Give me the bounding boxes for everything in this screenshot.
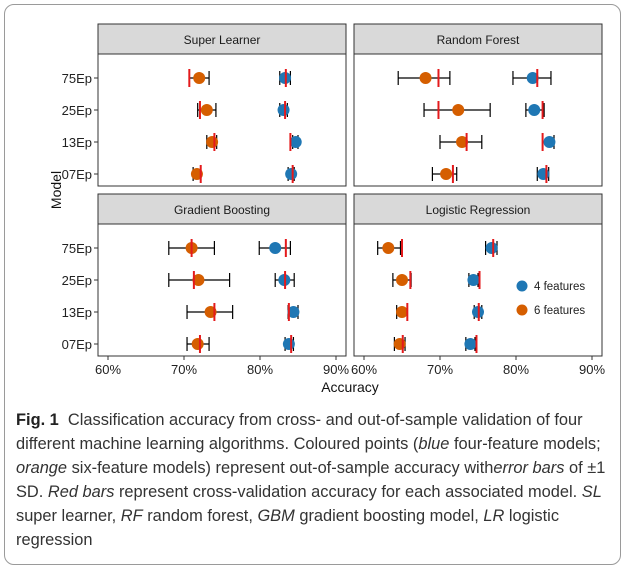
panel-random-forest: Random Forest: [353, 23, 603, 187]
panel-plot-area: [97, 53, 347, 187]
panel-strip: [97, 23, 347, 55]
caption-body: Classification accuracy from cross- and …: [16, 411, 605, 549]
caption-text: six-feature models) represent out-of-sam…: [67, 459, 494, 477]
y-tick-label: 07Ep: [62, 337, 92, 352]
point-4-features: [526, 72, 539, 84]
caption-italic-text: error bars: [493, 459, 565, 477]
point-4-features: [537, 168, 550, 180]
figure-caption: Fig. 1 Classification accuracy from cros…: [16, 408, 612, 552]
point-4-features: [464, 338, 477, 350]
x-tick-label: 60%: [351, 362, 377, 377]
caption-italic-text: orange: [16, 459, 68, 477]
caption-text: represent cross-validation accuracy for …: [114, 483, 582, 501]
panel-title: Random Forest: [437, 33, 520, 47]
panel-title: Super Learner: [184, 33, 261, 47]
point-4-features: [282, 338, 295, 350]
point-6-features: [191, 338, 204, 350]
x-tick-label: 90%: [579, 362, 605, 377]
faceted-dot-plot: Super Learner 75Ep 25Ep 13Ep 07Ep Random Fore…: [48, 23, 605, 395]
caption-text: four-feature models;: [449, 435, 601, 453]
panel-logistic-regression: Logistic Regression 60% 70% 80% 90%: [351, 193, 605, 377]
y-tick-label: 25Ep: [62, 273, 92, 288]
panel-strip: [353, 193, 603, 225]
point-4-features: [277, 104, 290, 116]
caption-italic-text: RF: [120, 507, 143, 525]
legend-swatch: [516, 280, 528, 292]
x-tick-label: 80%: [503, 362, 529, 377]
point-4-features: [485, 242, 498, 254]
point-6-features: [393, 338, 406, 350]
y-axis-title: Model: [48, 171, 64, 209]
point-4-features: [528, 104, 541, 116]
x-tick-label: 90%: [323, 362, 349, 377]
panel-title: Gradient Boosting: [174, 203, 270, 217]
point-6-features: [382, 242, 395, 254]
panel-plot-area: [353, 53, 603, 187]
legend-label: 6 features: [534, 305, 585, 317]
y-tick-label: 13Ep: [62, 135, 92, 150]
panel-title: Logistic Regression: [426, 203, 531, 217]
point-4-features: [287, 306, 300, 318]
point-4-features: [269, 242, 282, 254]
point-6-features: [200, 104, 213, 116]
point-6-features: [396, 306, 408, 318]
caption-text: gradient boosting model,: [294, 507, 484, 525]
x-tick-label: 60%: [95, 362, 121, 377]
caption-italic-text: Red bars: [47, 483, 115, 501]
point-6-features: [192, 274, 205, 286]
caption-italic-text: GBM: [257, 507, 295, 525]
x-tick-label: 70%: [427, 362, 453, 377]
legend-swatch: [516, 304, 528, 316]
caption-text: of ±1 SD.: [16, 459, 606, 501]
y-tick-label: 13Ep: [62, 305, 92, 320]
panel-super-learner: Super Learner 75Ep 25Ep 13Ep 07Ep: [62, 23, 347, 187]
panel-plot-area: [97, 223, 347, 357]
point-4-features: [543, 136, 556, 148]
y-tick-label: 75Ep: [62, 241, 92, 256]
caption-italic-text: blue: [418, 435, 450, 453]
point-6-features: [452, 104, 465, 116]
y-tick-label: 07Ep: [62, 167, 92, 182]
point-4-features: [289, 136, 302, 148]
caption-text: random forest,: [142, 507, 258, 525]
caption-text: logistic regression: [16, 507, 560, 549]
caption-italic-text: LR: [483, 507, 505, 525]
x-tick-label: 70%: [171, 362, 197, 377]
y-tick-label: 25Ep: [62, 103, 92, 118]
point-6-features: [456, 136, 469, 148]
point-6-features: [193, 72, 206, 84]
point-6-features: [396, 274, 408, 286]
legend-label: 4 features: [534, 281, 585, 293]
point-4-features: [285, 168, 298, 180]
point-6-features: [419, 72, 432, 84]
caption-text: super learner,: [16, 507, 121, 525]
caption-text: Classification accuracy from cross- and …: [16, 411, 583, 453]
figure-label: Fig. 1: [16, 411, 59, 429]
point-4-features: [467, 274, 480, 286]
legend: 4 features 6 features: [516, 280, 585, 317]
caption-italic-text: SL: [581, 483, 602, 501]
y-tick-label: 75Ep: [62, 71, 92, 86]
point-6-features: [206, 136, 219, 148]
x-tick-label: 80%: [247, 362, 273, 377]
point-6-features: [440, 168, 453, 180]
x-axis-title: Accuracy: [321, 379, 379, 395]
panel-plot-area: [353, 223, 603, 357]
